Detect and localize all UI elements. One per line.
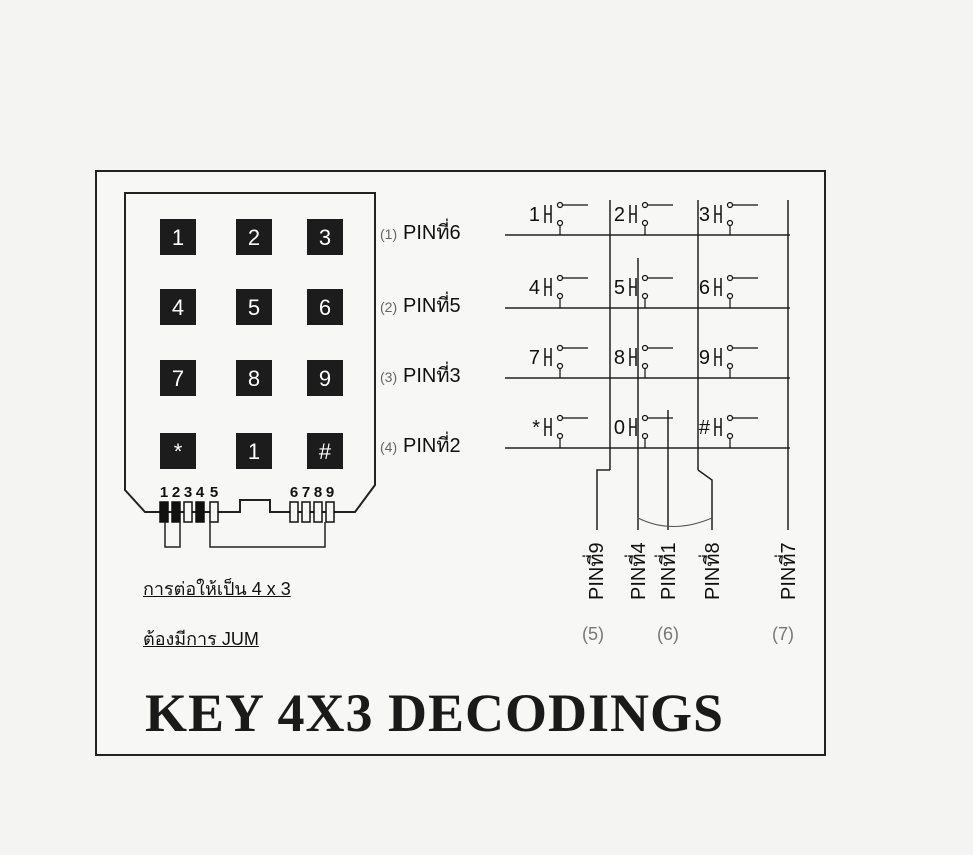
keypad-key-label: 5 [248,295,260,320]
keypad-key-10: * [160,433,196,469]
row-mark: (1) [380,226,397,242]
keypad-key-4: 4 [160,289,196,325]
pin-contact [209,501,219,523]
wire-loop [637,517,713,527]
matrix-key-label: 2 [614,204,625,226]
keypad-key-label: 2 [248,225,260,250]
matrix-key-2: 2 [614,201,673,235]
matrix-key-label: # [699,417,711,439]
column-mark: (6) [657,624,679,644]
matrix-key-label: 9 [699,347,710,369]
pin-contact [313,501,323,523]
row-pin-label: PINที่3 [403,361,461,387]
matrix-key-#: # [699,414,758,448]
matrix-key-label: 8 [614,347,625,369]
keypad-key-6: 6 [307,289,343,325]
keypad-key-label: 1 [172,225,184,250]
col-line-1-lead [596,469,610,530]
matrix-key-label: * [532,417,540,439]
matrix-key-label: 6 [699,277,710,299]
pin-number: 6 [290,484,298,501]
keypad-key-12: # [307,433,343,469]
pin-contact [171,501,181,523]
pin-contact [183,501,193,523]
keypad-key-9: 9 [307,360,343,396]
keypad-key-11: 1 [236,433,272,469]
matrix-key-7: 7 [529,344,588,378]
column-pin-label: PINที่1 [654,542,680,600]
keypad-key-label: 3 [319,225,331,250]
matrix-key-5: 5 [614,274,673,308]
column-pin-label: PINที่9 [582,542,608,600]
pin-number: 5 [210,484,218,501]
row-pin-label: PINที่5 [403,291,461,317]
pin-contact [325,501,335,523]
pin-number: 3 [184,484,192,501]
pin-number: 1 [160,484,168,501]
keypad-key-7: 7 [160,360,196,396]
column-mark: (5) [582,624,604,644]
column-mark: (7) [772,624,794,644]
pin-contact [289,501,299,523]
diagram-frame [95,170,826,756]
pin-number: 7 [302,484,310,501]
column-pin-label: PINที่8 [698,542,724,600]
pin-number: 2 [172,484,180,501]
diagram-title: KEY 4X3 DECODINGS [145,683,725,743]
matrix-key-label: 4 [529,277,540,299]
pin-number: 9 [326,484,334,501]
pin-contact [159,501,169,523]
keypad-key-label: 8 [248,366,260,391]
matrix-key-label: 0 [614,417,625,439]
keypad-key-2: 2 [236,219,272,255]
matrix-key-*: * [532,414,588,448]
matrix-key-label: 1 [529,204,540,226]
note-line-2: ต้องมีการ JUM [143,629,259,649]
row-pin-label: PINที่6 [403,218,461,244]
pin-contact [195,501,205,523]
pin-number: 4 [196,484,205,501]
matrix-key-1: 1 [529,201,588,235]
jumper-4-9 [209,522,326,548]
matrix-key-label: 3 [699,204,710,226]
matrix-key-9: 9 [699,344,758,378]
matrix-key-0: 0 [614,414,673,448]
pin-contact [301,501,311,523]
column-pin-label: PINที่7 [774,542,800,600]
keypad-key-label: 6 [319,295,331,320]
keypad-key-label: 7 [172,366,184,391]
matrix-key-6: 6 [699,274,758,308]
keypad-key-label: # [319,439,332,464]
keypad-key-3: 3 [307,219,343,255]
jumper-1-2 [164,522,181,548]
matrix-key-3: 3 [699,201,758,235]
matrix-key-8: 8 [614,344,673,378]
pin-number: 8 [314,484,322,501]
keypad-key-1: 1 [160,219,196,255]
matrix-key-label: 7 [529,347,540,369]
keypad-key-label: 1 [248,439,260,464]
keypad-key-5: 5 [236,289,272,325]
keypad-key-label: 4 [172,295,184,320]
row-mark: (3) [380,369,397,385]
column-pin-label: PINที่4 [624,542,650,600]
keypad-key-label: * [174,439,183,464]
matrix-key-4: 4 [529,274,588,308]
note-line-1: การต่อให้เป็น 4 x 3 [143,579,291,599]
matrix-key-label: 5 [614,277,625,299]
keypad-key-label: 9 [319,366,331,391]
keypad-key-8: 8 [236,360,272,396]
keypad-outline [124,192,376,513]
row-mark: (4) [380,439,397,455]
row-pin-label: PINที่2 [403,431,461,457]
col-line-4-lead [697,469,713,530]
row-mark: (2) [380,299,397,315]
